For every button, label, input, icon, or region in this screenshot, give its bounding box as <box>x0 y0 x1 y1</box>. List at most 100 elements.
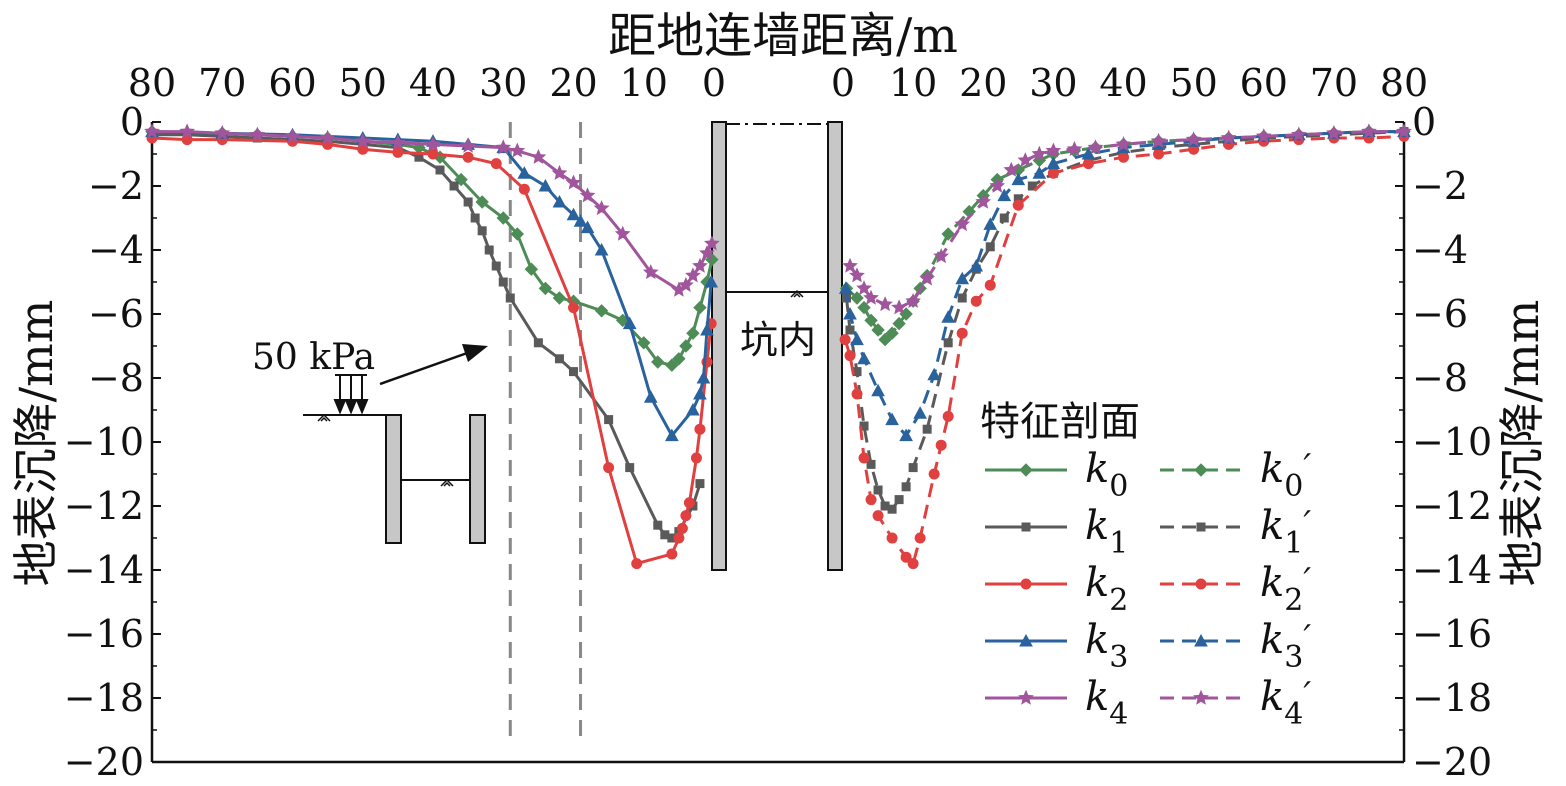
data-point <box>877 296 893 312</box>
legend-item: k3′ <box>1160 617 1311 675</box>
axes: 0 0 −2 −2 −4 −4 −6 −6 −8 −8 −10 −10 −12 −12 −14 −14 −16 −… <box>64 61 1492 784</box>
data-point <box>509 142 526 158</box>
data-point <box>955 271 970 285</box>
y-tick-label-left: −2 <box>88 164 144 208</box>
data-point <box>642 264 659 280</box>
y-tick-label-left: −14 <box>64 548 144 592</box>
data-point <box>651 355 665 369</box>
data-point <box>983 217 998 230</box>
y-tick-label-left: −6 <box>88 292 144 336</box>
x-tick-label-left: 10 <box>620 61 668 105</box>
data-point <box>622 316 637 330</box>
data-point <box>878 332 892 347</box>
data-series <box>144 123 1412 570</box>
data-point <box>699 244 715 260</box>
legend-item: k4 <box>985 674 1128 732</box>
data-point <box>849 267 865 283</box>
x-tick-label-right: 0 <box>831 61 855 105</box>
data-point <box>1012 199 1024 211</box>
data-point <box>354 132 371 148</box>
data-point <box>484 245 494 255</box>
legend-item: k2 <box>985 560 1128 618</box>
series-k3 <box>145 124 719 442</box>
series-k2 <box>146 132 717 570</box>
data-point <box>565 174 582 190</box>
data-point <box>463 197 473 207</box>
data-point <box>498 277 508 287</box>
data-point <box>389 134 406 150</box>
diaphragm-walls: 坑内 <box>711 121 843 571</box>
data-point <box>873 485 883 495</box>
data-point <box>914 532 926 544</box>
data-point <box>530 148 547 164</box>
data-point <box>842 257 858 273</box>
data-point <box>1019 463 1033 477</box>
series-line <box>845 130 1405 512</box>
legend-label: k2′ <box>1260 560 1311 618</box>
data-point <box>1115 136 1132 152</box>
data-point <box>692 257 708 273</box>
data-point <box>551 164 568 180</box>
inset-right-wall <box>469 414 486 544</box>
data-point <box>569 367 578 377</box>
data-point <box>1032 166 1047 179</box>
data-point <box>686 402 700 416</box>
data-point <box>857 351 871 365</box>
data-point <box>899 428 913 442</box>
data-point <box>672 352 686 366</box>
data-point <box>510 227 525 241</box>
data-point <box>927 367 942 381</box>
x-tick-label-left: 30 <box>479 61 527 105</box>
data-point <box>894 495 904 505</box>
data-point <box>392 146 404 158</box>
legend-label: k2 <box>1085 560 1128 618</box>
data-point <box>941 310 956 323</box>
data-point <box>970 295 982 307</box>
data-point <box>679 339 693 353</box>
x-axis-title: 距地连墙距离/m <box>608 8 958 64</box>
load-label: 50 kPa <box>252 337 375 378</box>
data-point <box>1087 139 1104 155</box>
x-tick-label-right: 40 <box>1099 61 1147 105</box>
data-point <box>427 148 439 160</box>
data-point <box>517 166 532 179</box>
series-line <box>845 130 1404 342</box>
data-point <box>858 452 870 464</box>
legend-label: k1 <box>1085 503 1128 561</box>
data-point <box>460 137 477 153</box>
data-point <box>690 452 702 464</box>
data-point <box>573 214 588 227</box>
data-point <box>1011 172 1026 186</box>
y-tick-label-right: −10 <box>1412 420 1492 464</box>
series-line <box>151 136 713 566</box>
y-tick-label-left: −18 <box>64 676 144 720</box>
data-point <box>1196 522 1206 532</box>
y-tick-label-left: −12 <box>64 484 144 528</box>
data-point <box>425 136 441 152</box>
data-point <box>518 183 530 195</box>
data-point <box>969 258 984 272</box>
series-k4 <box>144 123 720 297</box>
data-point <box>887 504 897 514</box>
y-tick-label-left: −8 <box>88 356 144 400</box>
data-point <box>704 274 719 288</box>
data-point <box>839 334 851 346</box>
legend-label: k3′ <box>1260 617 1311 675</box>
data-point <box>942 410 954 422</box>
data-point <box>631 558 643 570</box>
data-point <box>1193 689 1209 705</box>
data-point <box>905 292 922 308</box>
x-tick-label-left: 50 <box>339 61 387 105</box>
data-point <box>1017 152 1034 168</box>
data-point <box>477 226 487 236</box>
x-tick-label-right: 10 <box>889 61 937 105</box>
y-tick-label-right: −4 <box>1412 228 1468 272</box>
x-tick-label-right: 30 <box>1029 61 1077 105</box>
data-point <box>643 390 658 403</box>
y-tick-label-right: −2 <box>1412 164 1468 208</box>
legend-item: k4′ <box>1160 674 1311 732</box>
x-tick-label-right: 70 <box>1310 61 1358 105</box>
data-point <box>1019 633 1033 647</box>
data-point <box>686 326 700 340</box>
